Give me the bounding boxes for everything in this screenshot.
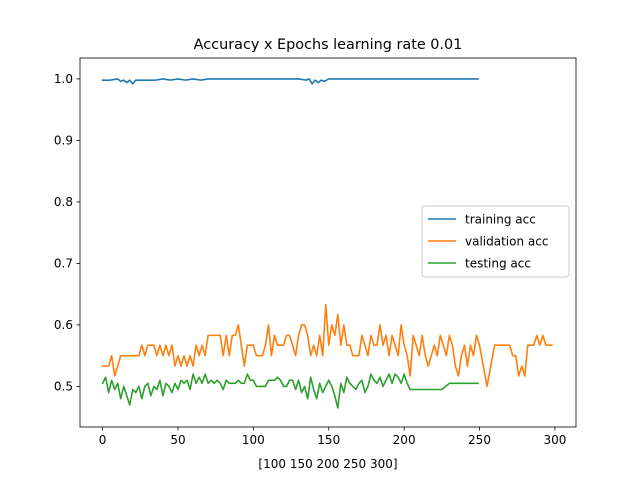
series-line-validation-acc: [101, 303, 553, 388]
x-tick-label: 0: [99, 433, 107, 447]
x-tick-label: 100: [242, 433, 265, 447]
series-layer: [101, 78, 553, 409]
axes-frame: [79, 57, 577, 428]
legend-label: validation acc: [465, 235, 548, 249]
legend: training acc validation acc testing acc: [421, 205, 570, 278]
x-tick-label: 250: [468, 433, 491, 447]
x-tick-label: 200: [393, 433, 416, 447]
x-axis: 0 50 100 150 200 250 300: [99, 427, 566, 447]
y-tick-label: 0.7: [54, 257, 73, 271]
x-axis-label: [100 150 200 250 300]: [258, 457, 397, 471]
x-tick-label: 150: [317, 433, 340, 447]
legend-label: testing acc: [465, 257, 531, 271]
x-tick-label: 50: [170, 433, 185, 447]
y-tick-label: 0.5: [54, 380, 73, 394]
series-line-testing-acc: [101, 373, 479, 409]
y-axis: 0.5 0.6 0.7 0.8 0.9 1.0: [54, 72, 80, 394]
y-tick-label: 0.8: [54, 195, 73, 209]
x-tick-label: 300: [543, 433, 566, 447]
y-tick-label: 1.0: [54, 72, 73, 86]
y-tick-label: 0.6: [54, 318, 73, 332]
legend-box: [421, 205, 570, 278]
chart-title: Accuracy x Epochs learning rate 0.01: [194, 37, 463, 53]
legend-label: training acc: [465, 213, 536, 227]
series-line-training-acc: [101, 78, 479, 85]
y-tick-label: 0.9: [54, 134, 73, 148]
